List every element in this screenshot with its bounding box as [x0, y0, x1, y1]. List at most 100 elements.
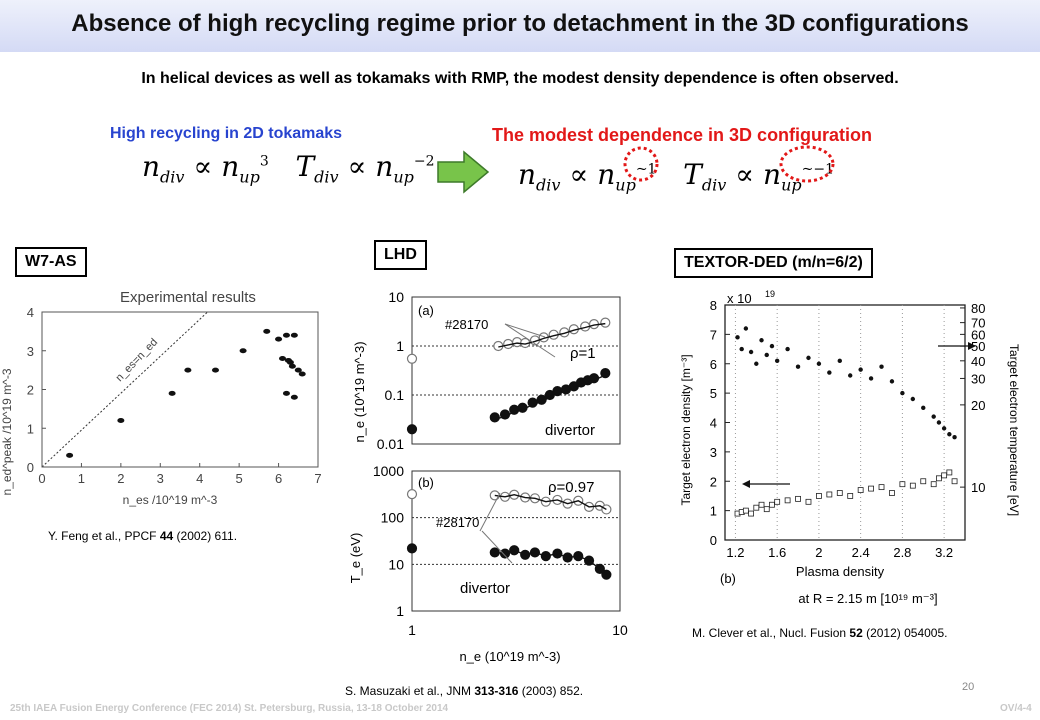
lhd-b-x-tick-label: 1	[408, 622, 416, 638]
highlight-circle-1	[623, 146, 659, 182]
label-w7as: W7-AS	[15, 247, 87, 277]
lhd-b-data-point	[406, 543, 418, 554]
textor-temperature-point	[739, 346, 744, 352]
footer-text: 25th IAEA Fusion Energy Conference (FEC …	[10, 703, 449, 714]
textor-y-tick-label: 4	[710, 416, 717, 431]
highlight-circle-2	[779, 145, 835, 183]
textor-density-point	[920, 478, 927, 485]
w7as-y-tick-label: 0	[27, 460, 34, 475]
textor-x-tick-label: 3.2	[935, 545, 953, 560]
textor-y-tick-label: 6	[710, 357, 717, 372]
w7as-y-tick-label: 2	[27, 383, 34, 398]
w7as-x-tick-label: 4	[196, 471, 203, 486]
lhd-a-data-point	[406, 424, 418, 435]
textor-density-point	[951, 478, 958, 485]
title-bar	[0, 0, 1040, 52]
textor-density-point	[936, 475, 942, 482]
textor-temperature-point	[947, 432, 952, 437]
lhd-tag-b: (b)	[418, 475, 434, 490]
lhd-a-fit-line	[494, 374, 606, 421]
textor-density-point	[795, 495, 801, 502]
textor-density-point	[805, 498, 812, 505]
label-lhd: LHD	[374, 240, 427, 270]
lhd-a-data-point	[600, 367, 611, 379]
textor-temperature-point	[827, 370, 832, 375]
lhd-divertor-top: divertor	[545, 422, 595, 439]
lhd-rho-bot: ρ=0.97	[548, 479, 595, 496]
lhd-a-data-point	[406, 353, 418, 364]
textor-temperature-point	[848, 373, 853, 378]
textor-right-tick-label: 40	[971, 354, 985, 369]
textor-x-tick-label: 1.2	[726, 545, 744, 560]
textor-y-tick-label: 7	[710, 327, 717, 342]
textor-density-point	[816, 493, 822, 499]
textor-temperature-point	[748, 349, 754, 355]
slide-subtitle: In helical devices as well as tokamaks w…	[141, 70, 899, 87]
right-heading: The modest dependence in 3D configuratio…	[492, 125, 873, 145]
textor-chart: x 10 19 Target electron density [m⁻³] Ta…	[679, 290, 1021, 606]
textor-y-tick-label: 5	[710, 386, 717, 401]
textor-temperature-point	[900, 390, 905, 396]
textor-density-point	[836, 490, 843, 496]
w7as-x-tick-label: 5	[236, 471, 243, 486]
textor-density-point	[826, 491, 833, 498]
w7as-data-point	[288, 363, 296, 369]
textor-density-point	[784, 497, 791, 504]
textor-temperature-point	[879, 364, 884, 369]
textor-density-point	[847, 493, 854, 499]
textor-temperature-point	[806, 355, 811, 361]
textor-right-tick-label: 60	[971, 327, 985, 342]
right-arrow-icon	[437, 150, 490, 194]
lhd-ylabel-bot: T_e (eV)	[348, 533, 363, 584]
w7as-data-point	[184, 367, 192, 373]
w7as-data-point	[282, 390, 290, 396]
textor-right-tick-label: 50	[971, 339, 985, 354]
textor-density-point	[748, 510, 754, 517]
textor-temperature-point	[785, 346, 790, 352]
textor-density-point	[774, 498, 781, 505]
lhd-a-frame	[411, 296, 621, 445]
w7as-data-point	[290, 332, 298, 338]
lhd-te-chart: (b) ρ=0.97 #28170 divertor T_e (eV) n_e …	[348, 463, 628, 664]
textor-temperature-point	[837, 358, 842, 364]
w7as-data-point	[239, 348, 247, 354]
w7as-data-point	[211, 367, 219, 373]
lhd-a-pointer-line	[504, 323, 556, 358]
textor-y-tick-label: 8	[710, 298, 717, 313]
w7as-data-point	[284, 357, 292, 363]
textor-density-point	[758, 501, 765, 508]
textor-density-point	[946, 469, 953, 476]
textor-arrowhead-right	[968, 342, 976, 350]
textor-temperature-point	[921, 405, 926, 411]
page-number: 20	[962, 681, 975, 693]
textor-ylabel-left: Target electron density [m⁻³]	[679, 354, 693, 505]
lhd-a-data-point	[489, 412, 500, 423]
w7as-x-tick-label: 1	[78, 471, 85, 486]
w7as-plot-title: Experimental results	[120, 289, 256, 306]
lhd-ylabel-top: n_e (10^19 m^-3)	[352, 341, 367, 442]
lhd-b-fit-line	[494, 494, 607, 511]
w7as-data-point	[275, 336, 283, 342]
textor-x-tick-label: 2.4	[852, 545, 870, 560]
textor-temperature-point	[936, 420, 942, 425]
w7as-data-point	[294, 367, 302, 373]
textor-temperature-point	[743, 326, 749, 331]
lhd-shot-label-2: #28170	[436, 515, 479, 530]
lhd-b-data-point	[601, 504, 612, 515]
w7as-data-point	[168, 390, 176, 396]
textor-temperature-point	[952, 434, 957, 440]
textor-temperature-point	[931, 414, 936, 419]
textor-temperature-point	[858, 367, 863, 372]
textor-tag: (b)	[720, 571, 736, 586]
lhd-ne-chart: (a) #28170 ρ=1 divertor n_e (10^19 m^-3)…	[352, 289, 621, 452]
textor-xlabel: Plasma density	[796, 564, 885, 579]
formula-3d: ndiv ∝ nup~1 Tdiv ∝ nup~−1	[518, 158, 834, 195]
w7as-data-point	[282, 332, 290, 338]
textor-multiplier-exp: 19	[765, 290, 775, 299]
lhd-divertor-bot: divertor	[460, 580, 510, 597]
lhd-shot-label: #28170	[445, 317, 488, 332]
presentation-code: OV/4-4	[1000, 703, 1032, 714]
lhd-a-pointer-line	[504, 323, 546, 338]
w7as-y-tick-label: 3	[27, 344, 34, 359]
textor-y-tick-label: 1	[710, 504, 717, 519]
